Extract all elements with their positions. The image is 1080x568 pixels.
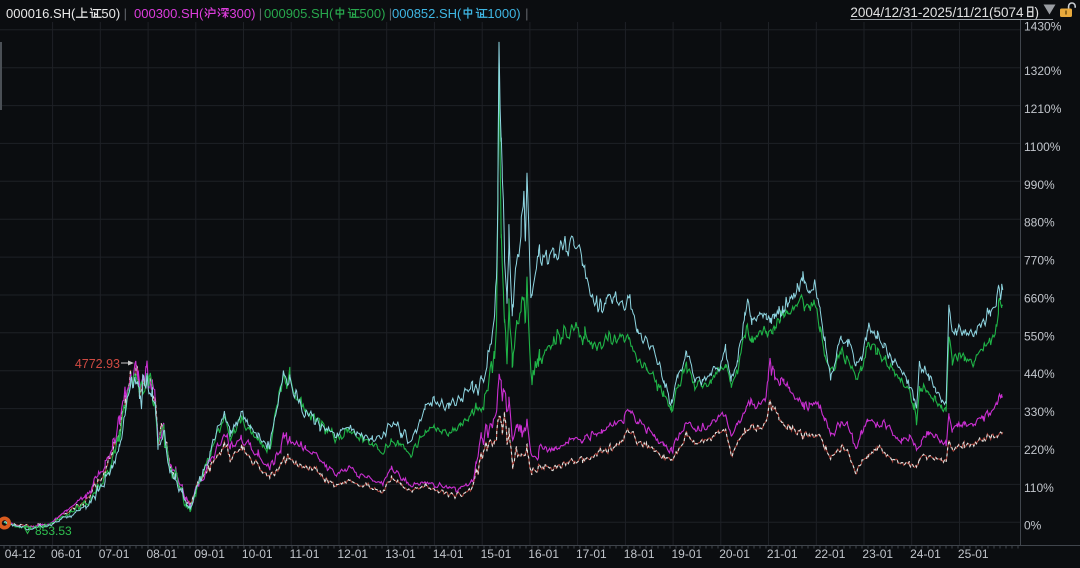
svg-text:880%: 880% [1024, 216, 1055, 230]
svg-text:660%: 660% [1024, 292, 1055, 306]
svg-text:50): 50) [101, 6, 120, 21]
svg-text:11-01: 11-01 [290, 547, 320, 561]
svg-text:1320%: 1320% [1024, 64, 1062, 78]
svg-text:06-01: 06-01 [51, 547, 82, 561]
svg-text:110%: 110% [1024, 481, 1054, 495]
svg-text:000016.SH(: 000016.SH( [6, 6, 76, 21]
svg-text:|: | [525, 6, 528, 21]
svg-text:330%: 330% [1024, 405, 1055, 419]
svg-text:19-01: 19-01 [672, 547, 703, 561]
svg-text:14-01: 14-01 [433, 547, 464, 561]
svg-text:23-01: 23-01 [862, 547, 893, 561]
svg-text:000852.SH(: 000852.SH( [392, 6, 462, 21]
svg-text:853.53: 853.53 [35, 524, 72, 538]
svg-text:4772.93: 4772.93 [75, 357, 120, 371]
svg-text:550%: 550% [1024, 329, 1055, 343]
svg-text:25-01: 25-01 [958, 547, 989, 561]
svg-text:1000): 1000) [487, 6, 520, 21]
svg-text:04-12: 04-12 [5, 547, 36, 561]
svg-text:300): 300) [229, 6, 255, 21]
svg-text:|: | [124, 6, 127, 21]
svg-text:10-01: 10-01 [242, 547, 273, 561]
svg-text:990%: 990% [1024, 178, 1055, 192]
svg-text:220%: 220% [1024, 443, 1055, 457]
svg-text:07-01: 07-01 [99, 547, 130, 561]
svg-text:08-01: 08-01 [147, 547, 178, 561]
svg-text:000300.SH(: 000300.SH( [134, 6, 204, 21]
svg-text:440%: 440% [1024, 367, 1055, 381]
svg-text:): ) [1035, 5, 1040, 20]
svg-text:13-01: 13-01 [385, 547, 416, 561]
svg-text:16-01: 16-01 [528, 547, 559, 561]
svg-text:2004/12/31-2025/11/21(5074: 2004/12/31-2025/11/21(5074 [850, 5, 1024, 20]
svg-text:|: | [259, 6, 262, 21]
svg-text:21-01: 21-01 [767, 547, 798, 561]
svg-text:500): 500) [359, 6, 385, 21]
svg-text:17-01: 17-01 [576, 547, 607, 561]
svg-text:0%: 0% [1024, 519, 1042, 533]
svg-text:12-01: 12-01 [337, 547, 368, 561]
svg-text:770%: 770% [1024, 254, 1055, 268]
svg-text:1100%: 1100% [1024, 140, 1061, 154]
svg-text:15-01: 15-01 [481, 547, 512, 561]
svg-text:1430%: 1430% [1024, 19, 1062, 33]
svg-text:000905.SH(: 000905.SH( [264, 6, 334, 21]
svg-text:18-01: 18-01 [624, 547, 655, 561]
svg-text:22-01: 22-01 [815, 547, 846, 561]
svg-text:1210%: 1210% [1024, 102, 1062, 116]
svg-text:24-01: 24-01 [910, 547, 941, 561]
svg-text:09-01: 09-01 [194, 547, 225, 561]
svg-text:|: | [389, 6, 392, 21]
svg-text:20-01: 20-01 [719, 547, 750, 561]
